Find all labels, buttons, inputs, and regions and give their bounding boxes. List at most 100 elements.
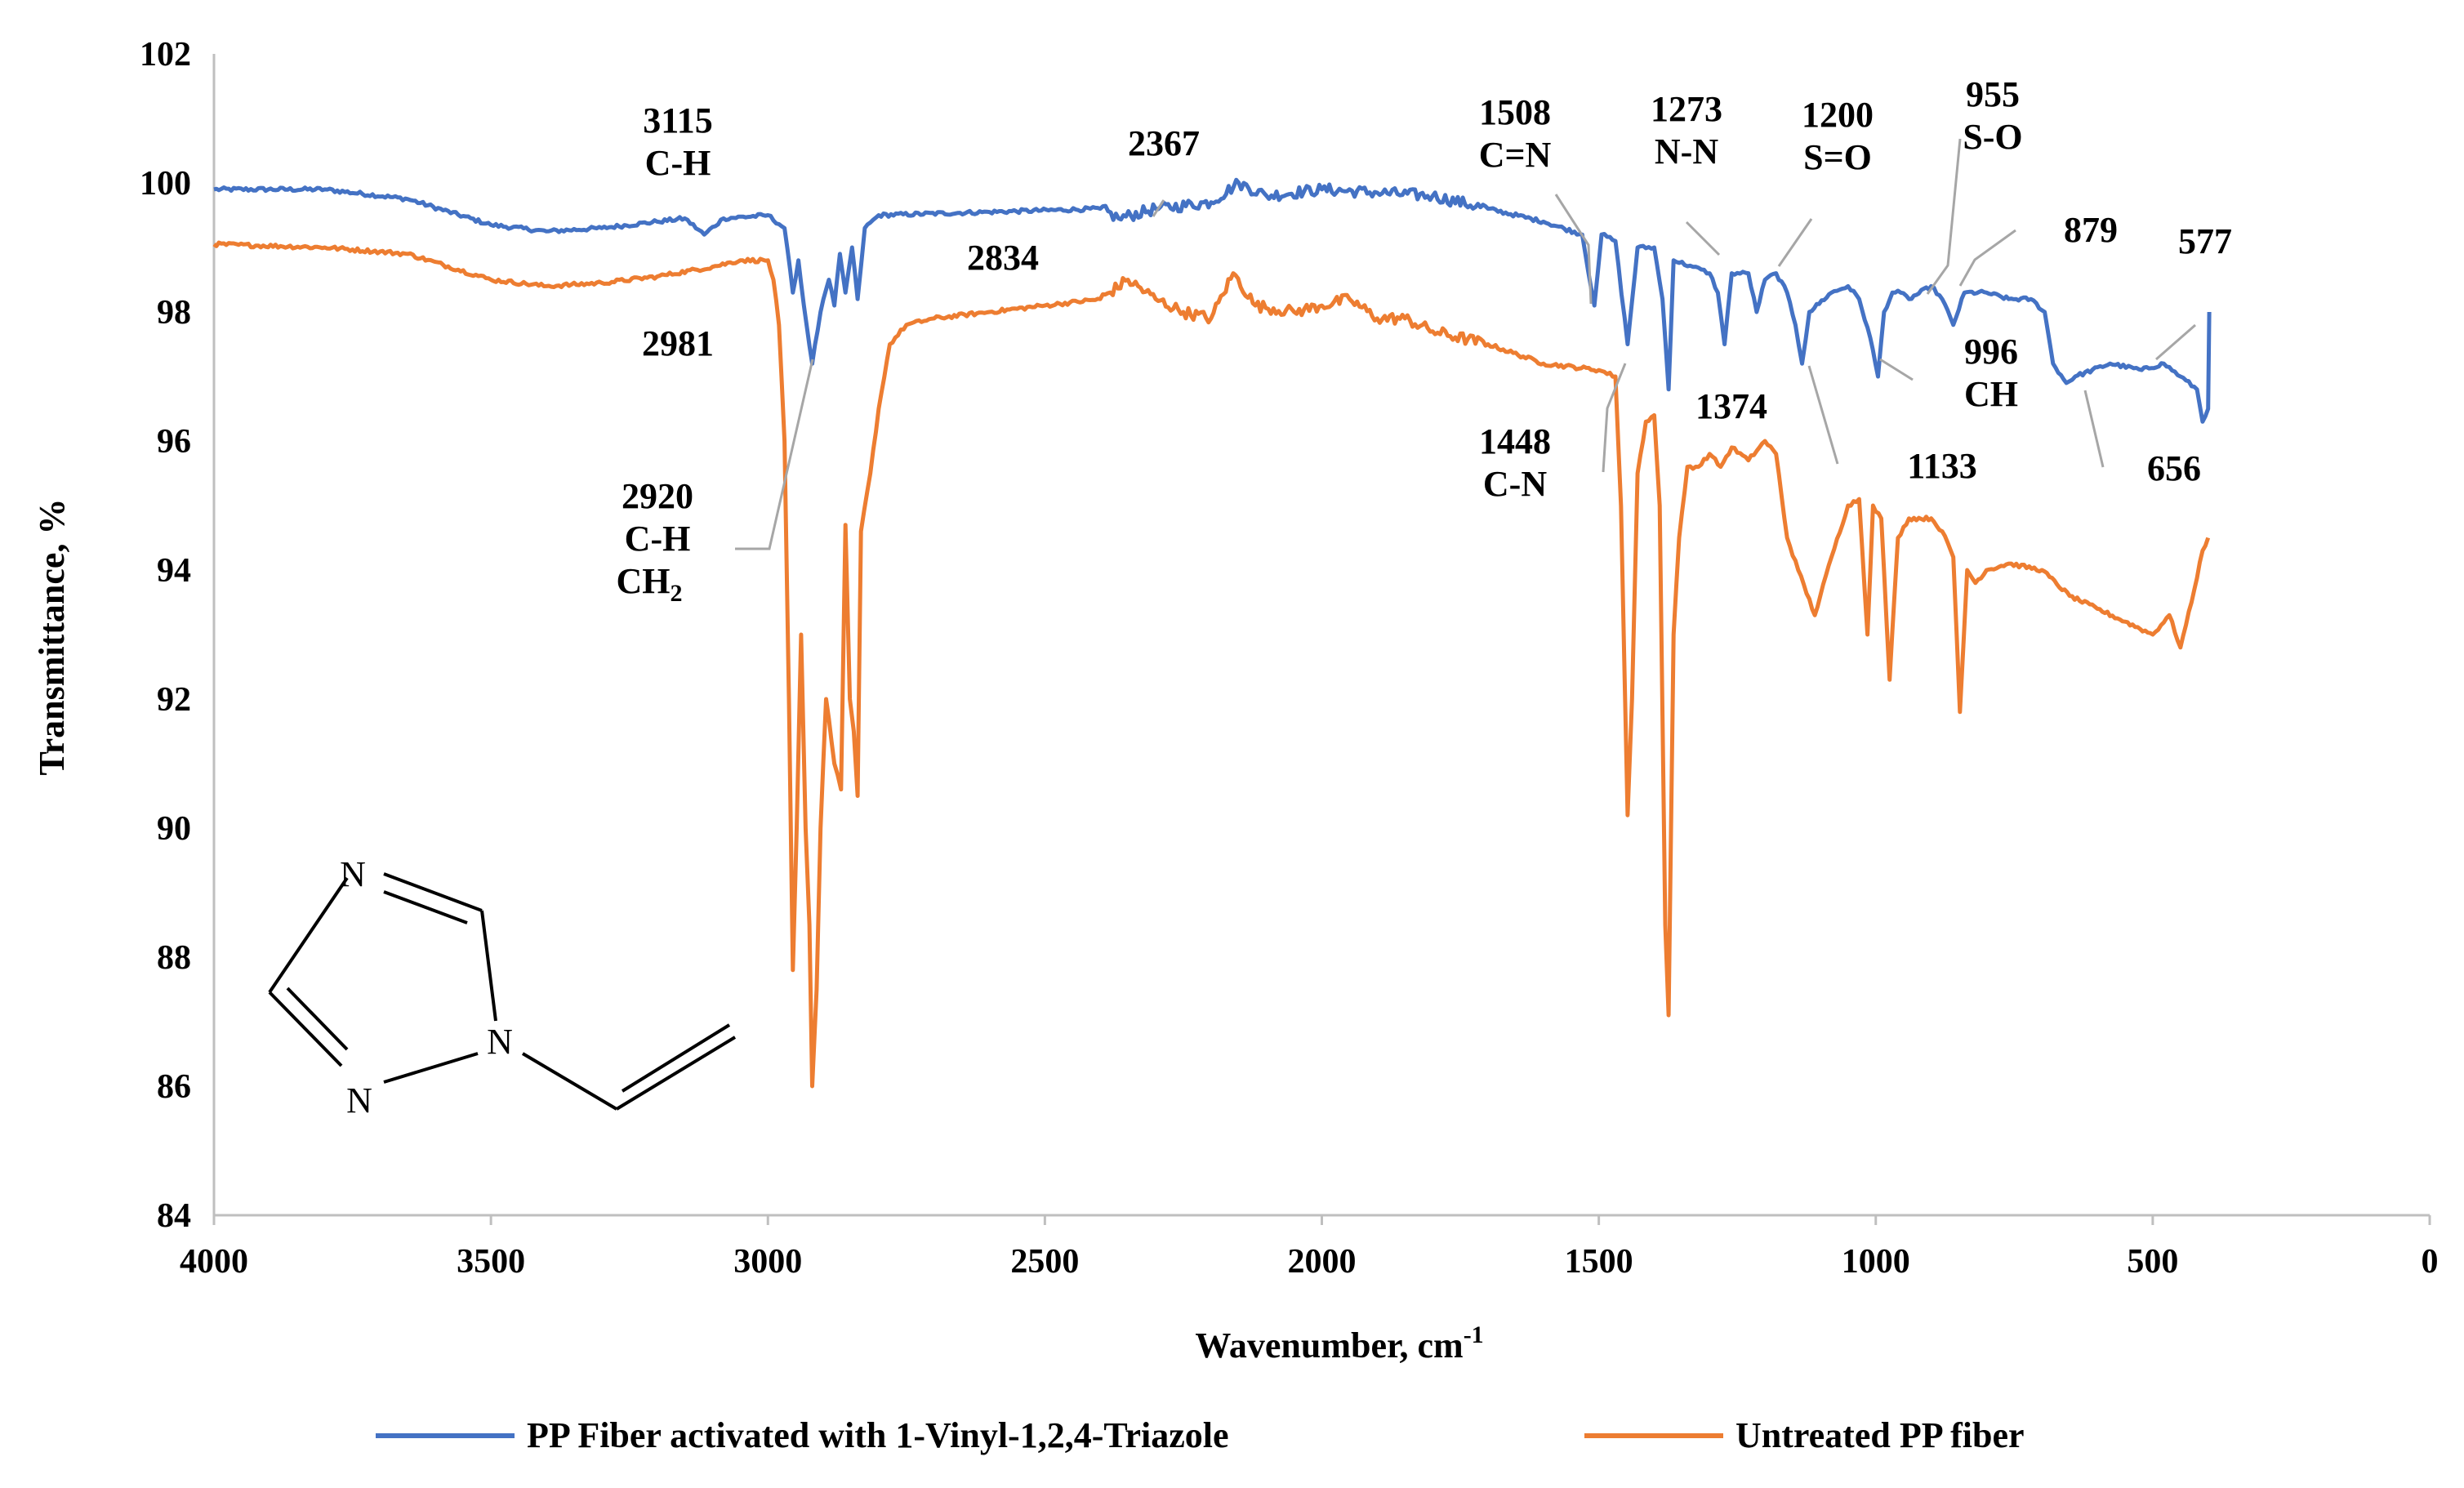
bond-vinyl-double bbox=[621, 1023, 731, 1093]
atom-n4: N bbox=[340, 854, 366, 894]
peak-annotation-line: 2367 bbox=[1128, 123, 1200, 163]
x-tick-label: 1000 bbox=[1842, 1243, 1910, 1281]
x-tick-label: 3500 bbox=[457, 1243, 525, 1281]
peak-annotation-line: CH bbox=[1964, 374, 2018, 414]
annotation-leader bbox=[1602, 363, 1627, 473]
peak-annotation-line: C-N bbox=[1483, 464, 1547, 504]
y-tick-label: 96 bbox=[157, 423, 191, 461]
x-axis-title-text: Wavenumber, cm bbox=[1195, 1325, 1463, 1365]
peak-annotation: 2920 C-H bbox=[622, 476, 693, 559]
annotation-leader bbox=[1777, 218, 1813, 267]
peak-annotation-group-subscript: 2 bbox=[671, 580, 683, 607]
peak-annotation-line: 577 bbox=[2178, 221, 2232, 261]
bond-vinyl bbox=[615, 1036, 737, 1111]
y-tick-label: 100 bbox=[140, 165, 191, 203]
peak-annotation: 1374 bbox=[1695, 386, 1767, 426]
peak-annotation-line: 879 bbox=[2064, 210, 2118, 250]
peak-annotation-line: N-N bbox=[1655, 131, 1718, 172]
x-tick-label: 500 bbox=[2127, 1243, 2178, 1281]
x-axis-title-superscript: -1 bbox=[1464, 1321, 1484, 1348]
peak-annotation-line: C-H bbox=[645, 143, 711, 183]
y-tick-label: 98 bbox=[157, 294, 191, 332]
bond-n1-vinyl bbox=[521, 1052, 618, 1111]
peak-annotation-line: S-O bbox=[1963, 117, 2022, 157]
peak-annotation-line: C-H bbox=[625, 519, 691, 559]
bond-c3-n2 bbox=[268, 991, 343, 1067]
peak-annotation-group-main: CH bbox=[617, 561, 671, 601]
y-tick-label: 94 bbox=[157, 552, 191, 590]
annotation-leader bbox=[1685, 221, 1721, 256]
annotation-leader bbox=[1554, 194, 1593, 305]
atom-n1: N bbox=[487, 1022, 513, 1062]
peak-annotation-group: CH2 bbox=[617, 561, 683, 607]
atom-n2: N bbox=[346, 1080, 372, 1120]
peak-annotation: 1273 N-N bbox=[1651, 89, 1722, 172]
bond-n2-n1 bbox=[383, 1052, 479, 1084]
x-tick-label: 4000 bbox=[180, 1243, 248, 1281]
series-line-activated bbox=[213, 177, 2212, 424]
peak-annotation: 2834 bbox=[967, 238, 1039, 278]
peak-annotation-line: 1200 bbox=[1802, 95, 1874, 135]
x-tick-label: 2000 bbox=[1288, 1243, 1357, 1281]
x-axis-title: Wavenumber, cm-1 bbox=[1195, 1321, 1483, 1365]
peak-annotation: 577 bbox=[2178, 221, 2232, 261]
bond-c5-n4-double bbox=[383, 890, 468, 924]
annotation-leader bbox=[1807, 365, 1839, 465]
peak-annotation: 2981 bbox=[642, 323, 714, 363]
peak-annotation: 1133 bbox=[1907, 446, 1977, 486]
x-tick-label: 1500 bbox=[1565, 1243, 1633, 1281]
series-group bbox=[212, 177, 2212, 1089]
y-tick-label: 88 bbox=[157, 939, 191, 977]
y-tick-label: 102 bbox=[140, 36, 191, 74]
peak-annotation-line: S=O bbox=[1803, 137, 1872, 177]
annotation-leader bbox=[1926, 138, 1962, 295]
bond-n4-c3 bbox=[268, 876, 349, 994]
x-tick-label: 2500 bbox=[1010, 1243, 1079, 1281]
peak-annotation: 1448 C-N bbox=[1479, 421, 1551, 504]
bond-c5-n4 bbox=[383, 872, 483, 912]
bond-c3-n2-double bbox=[286, 987, 349, 1051]
y-axis-title: Transmittance, % bbox=[32, 499, 72, 776]
peak-annotation: 955 S-O bbox=[1963, 74, 2022, 157]
y-tick-label: 84 bbox=[157, 1197, 191, 1235]
y-tick-label: 90 bbox=[157, 810, 191, 848]
peak-annotation-line: C=N bbox=[1479, 135, 1552, 175]
peak-annotation: 1508 C=N bbox=[1479, 92, 1552, 175]
peak-annotation-line: 1508 bbox=[1479, 92, 1551, 132]
peak-annotation-line: 1133 bbox=[1907, 446, 1977, 486]
peak-annotation: 996 CH bbox=[1964, 332, 2018, 414]
legend: PP Fiber activated with 1-Vinyl-1,2,4-Tr… bbox=[376, 1415, 2025, 1455]
peak-annotation-line: 2834 bbox=[967, 238, 1039, 278]
annotation-leader bbox=[2083, 390, 2105, 468]
molecule-structure bbox=[268, 872, 737, 1111]
legend-label-activated: PP Fiber activated with 1-Vinyl-1,2,4-Tr… bbox=[527, 1415, 1228, 1455]
y-tick-label: 92 bbox=[157, 681, 191, 719]
bond-n1-c5 bbox=[480, 910, 497, 1022]
peak-annotation-line: 2981 bbox=[642, 323, 714, 363]
x-tick-label: 0 bbox=[2422, 1243, 2439, 1281]
peak-annotation-line: 955 bbox=[1966, 74, 2020, 114]
series-line-untreated bbox=[212, 240, 2211, 1089]
peak-annotation: 656 bbox=[2147, 448, 2201, 488]
annotation-leader bbox=[2155, 323, 2196, 361]
peak-annotation-line: 1448 bbox=[1479, 421, 1551, 461]
peak-annotation: 1200 S=O bbox=[1802, 95, 1874, 177]
peak-annotation: 879 bbox=[2064, 210, 2118, 250]
annotation-leader bbox=[1879, 358, 1914, 381]
annotation-leader bbox=[735, 359, 814, 550]
legend-label-untreated: Untreated PP fiber bbox=[1735, 1415, 2025, 1455]
peak-annotation-line: 656 bbox=[2147, 448, 2201, 488]
x-tick-label: 3000 bbox=[733, 1243, 802, 1281]
peak-annotation-line: 1374 bbox=[1695, 386, 1767, 426]
peak-annotation: 3115 C-H bbox=[643, 100, 713, 183]
peak-annotation: 2367 bbox=[1128, 123, 1200, 163]
peak-annotation-line: 3115 bbox=[643, 100, 713, 140]
peak-annotation-line: 1273 bbox=[1651, 89, 1722, 129]
peak-annotation-line: 996 bbox=[1964, 332, 2018, 372]
annotation-leader bbox=[1152, 199, 1165, 217]
annotation-leader bbox=[1958, 229, 2016, 287]
y-tick-label: 86 bbox=[157, 1068, 191, 1106]
